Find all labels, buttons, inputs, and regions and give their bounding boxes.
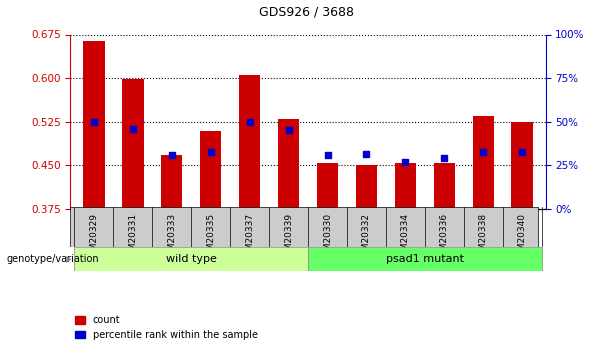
Text: GSM20338: GSM20338	[479, 213, 488, 262]
Point	[284, 128, 294, 133]
Point	[517, 149, 527, 155]
Text: GSM20330: GSM20330	[323, 213, 332, 262]
Point	[400, 159, 410, 165]
Text: GSM20340: GSM20340	[518, 213, 527, 262]
Text: GSM20337: GSM20337	[245, 213, 254, 262]
Bar	[433, 164, 455, 209]
Bar	[83, 41, 105, 209]
Bar	[200, 131, 221, 209]
Text: GSM20332: GSM20332	[362, 213, 371, 262]
Bar	[122, 79, 143, 209]
Text: GSM20331: GSM20331	[128, 213, 137, 262]
Bar	[395, 164, 416, 209]
Bar	[278, 119, 299, 209]
Text: GSM20329: GSM20329	[89, 213, 98, 262]
Point	[362, 151, 371, 156]
Legend: count, percentile rank within the sample: count, percentile rank within the sample	[75, 315, 258, 340]
Bar	[161, 155, 183, 209]
Text: genotype/variation: genotype/variation	[6, 255, 99, 264]
Bar	[511, 122, 533, 209]
Point	[128, 126, 138, 131]
Text: GSM20334: GSM20334	[401, 213, 410, 262]
Bar	[74, 247, 308, 271]
Point	[167, 152, 177, 157]
Bar	[356, 165, 377, 209]
Text: GSM20333: GSM20333	[167, 213, 177, 262]
Text: GDS926 / 3688: GDS926 / 3688	[259, 5, 354, 18]
Bar	[308, 247, 542, 271]
Point	[322, 152, 332, 157]
Text: GSM20336: GSM20336	[440, 213, 449, 262]
Bar	[239, 75, 261, 209]
Point	[245, 119, 254, 125]
Point	[89, 119, 99, 125]
Point	[440, 156, 449, 161]
Text: wild type: wild type	[166, 254, 216, 264]
Point	[478, 149, 488, 155]
Bar	[473, 116, 494, 209]
Text: GSM20335: GSM20335	[206, 213, 215, 262]
Bar	[317, 164, 338, 209]
Text: GSM20339: GSM20339	[284, 213, 293, 262]
Point	[206, 149, 216, 155]
Text: psad1 mutant: psad1 mutant	[386, 254, 464, 264]
